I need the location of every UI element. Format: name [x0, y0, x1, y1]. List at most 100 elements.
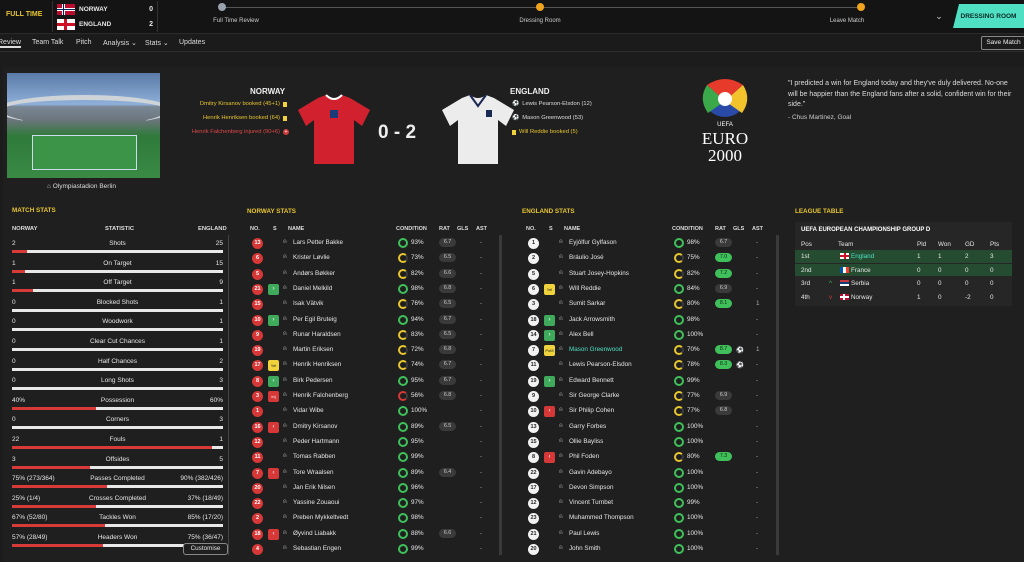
player-row[interactable]: 19 › ⍝ Edward Bennett 99% - — [528, 375, 773, 390]
league-table-row[interactable]: 2nd 0 0 0 0 France — [795, 263, 1012, 276]
player-name[interactable]: Mason Greenwood — [569, 346, 623, 354]
player-name[interactable]: Alex Bell — [569, 330, 594, 338]
player-name[interactable]: Jan Erik Nilsen — [293, 483, 335, 491]
player-row[interactable]: 9 ⍝ Sir George Clarke 77% 6.9 - — [528, 390, 773, 405]
player-row[interactable]: 18 ‹ ⍝ Øyvind Liabakk 88% 6.6 - — [252, 528, 497, 543]
player-row[interactable]: 5 ⍝ Stuart Josey-Hopkins 82% 7.2 - — [528, 268, 773, 283]
player-row[interactable]: 20 ⍝ John Smith 100% - — [528, 543, 773, 558]
tab-pitch[interactable]: Pitch — [76, 39, 92, 46]
player-name[interactable]: John Smith — [569, 545, 601, 552]
team-name[interactable]: England — [851, 253, 875, 260]
player-name[interactable]: Per Egil Bruteig — [293, 315, 337, 323]
player-name[interactable]: Bráulio José — [569, 254, 604, 262]
player-row[interactable]: 1 ⍝ Eyjólfur Gylfason 98% 6.7 - — [528, 237, 773, 252]
step-dot-review[interactable] — [218, 3, 226, 11]
player-row[interactable]: 1 ⍝ Vidar Wibe 100% - — [252, 405, 497, 420]
player-name[interactable]: Lewis Pearson-Elsdon — [569, 361, 632, 369]
player-name[interactable]: Birk Pedersen — [293, 376, 333, 384]
england-scrollbar[interactable] — [776, 235, 779, 555]
player-row[interactable]: 23 ⍝ Muhammed Thompson 100% - — [528, 512, 773, 527]
player-name[interactable]: Sir Philip Cohen — [569, 407, 615, 415]
player-name[interactable]: Lars Petter Bakke — [293, 239, 344, 246]
dressing-room-button[interactable]: Dressing Room — [953, 4, 1024, 28]
player-row[interactable]: 22 ⍝ Gavin Adebayo 100% - — [528, 467, 773, 482]
player-row[interactable]: 12 ⍝ Vincent Turnbet 99% - — [528, 497, 773, 512]
player-row[interactable]: 15 ⍝ Ollie Bayliss 100% - — [528, 436, 773, 451]
player-row[interactable]: 5 ⍝ Andørs Bøkker 82% 6.6 - — [252, 268, 497, 283]
player-row[interactable]: 10 ‹ ⍝ Sir Philip Cohen 77% 6.8 - — [528, 405, 773, 420]
player-row[interactable]: 22 ⍝ Yassine Zouaoui 97% - — [252, 497, 497, 512]
player-row[interactable]: 14 › ⍝ Alex Bell 100% - — [528, 329, 773, 344]
tab-review[interactable]: Review — [0, 39, 21, 48]
player-name[interactable]: Devon Simpson — [569, 483, 614, 491]
player-row[interactable]: 12 ⍝ Peder Hartmann 95% - — [252, 436, 497, 451]
norway-scrollbar[interactable] — [499, 235, 502, 555]
player-name[interactable]: Will Reddie — [569, 284, 601, 292]
player-name[interactable]: Edward Bennett — [569, 376, 614, 384]
player-name[interactable]: Stuart Josey-Hopkins — [569, 269, 629, 277]
player-row[interactable]: 7 ‹ ⍝ Tore Wraalsen 89% 6.4 - — [252, 467, 497, 482]
player-name[interactable]: Vincent Turnbet — [569, 499, 613, 507]
save-match-button[interactable]: Save Match — [981, 36, 1024, 50]
customise-button[interactable]: Customise — [183, 543, 228, 555]
player-row[interactable]: 4 ⍝ Sebastian Engen 99% - — [252, 543, 497, 558]
player-name[interactable]: Henrik Henriksen — [293, 361, 342, 369]
tab-analysis[interactable]: Analysis ⌄ — [103, 40, 137, 47]
player-name[interactable]: Dmitry Kirsanov — [293, 422, 338, 430]
player-name[interactable]: Ollie Bayliss — [569, 437, 604, 445]
player-row[interactable]: 8 › ⍝ Birk Pedersen 95% 6.7 - — [252, 375, 497, 390]
player-name[interactable]: Andørs Bøkker — [293, 269, 335, 277]
tab-stats[interactable]: Stats ⌄ — [145, 40, 169, 47]
player-row[interactable]: 21 ⍝ Paul Lewis 100% - — [528, 528, 773, 543]
player-row[interactable]: 21 › ⍝ Daniel Melkild 98% 6.8 - — [252, 283, 497, 298]
player-row[interactable]: 3 ⍝ Sumit Sarkar 80% 8.1 1 — [528, 298, 773, 313]
player-row[interactable]: 11 ⍝ Tomas Rabben 99% - — [252, 451, 497, 466]
tab-team-talk[interactable]: Team Talk — [32, 39, 64, 46]
player-name[interactable]: Eyjólfur Gylfason — [569, 239, 617, 246]
player-row[interactable]: 9 ⍝ Runar Haraldsen 83% 6.5 - — [252, 329, 497, 344]
player-name[interactable]: Phil Foden — [569, 453, 600, 461]
player-row[interactable]: 11 ⍝ Lewis Pearson-Elsdon 78% 8.3 ⚽ - — [528, 359, 773, 374]
player-name[interactable]: Sir George Clarke — [569, 392, 620, 399]
player-name[interactable]: Vidar Wibe — [293, 407, 324, 415]
player-row[interactable]: 6 ⍝ Krister Løvlie 73% 6.5 - — [252, 252, 497, 267]
player-name[interactable]: Garry Forbes — [569, 422, 607, 430]
player-row[interactable]: 3 Inj ⍝ Henrik Falchenberg 56% 6.8 - — [252, 390, 497, 405]
player-row[interactable]: 2 ⍝ Preben Mykkeltvedt 98% - — [252, 512, 497, 527]
team-name[interactable]: France — [851, 266, 871, 274]
player-name[interactable]: Daniel Melkild — [293, 284, 333, 292]
player-row[interactable]: 7 PoM ⍝ Mason Greenwood 70% 8.7 ⚽ 1 — [528, 344, 773, 359]
step-dot-dressing[interactable] — [536, 3, 544, 11]
player-row[interactable]: 17 Yel ⍝ Henrik Henriksen 74% 6.7 - — [252, 359, 497, 374]
league-table-row[interactable]: 3rd 0 0 0 0 ^ Serbia — [795, 277, 1012, 290]
player-row[interactable]: 13 ⍝ Garry Forbes 100% - — [528, 421, 773, 436]
league-table-row[interactable]: 1st 1 1 2 3 England — [795, 250, 1012, 263]
player-name[interactable]: Øyvind Liabakk — [293, 529, 337, 537]
player-row[interactable]: 10 › ⍝ Per Egil Bruteig 94% 6.7 - — [252, 314, 497, 329]
player-name[interactable]: Martin Eriksen — [293, 346, 334, 354]
step-dot-leave[interactable] — [857, 3, 865, 11]
player-name[interactable]: Sumit Sarkar — [569, 300, 606, 308]
player-row[interactable]: 6 Yel ⍝ Will Reddie 84% 6.9 - — [528, 283, 773, 298]
player-row[interactable]: 20 ⍝ Jan Erik Nilsen 96% - — [252, 482, 497, 497]
player-name[interactable]: Peder Hartmann — [293, 437, 340, 445]
player-row[interactable]: 8 ‹ ⍝ Phil Foden 80% 7.3 - — [528, 451, 773, 466]
player-name[interactable]: Krister Løvlie — [293, 254, 330, 262]
player-row[interactable]: 15 ⍝ Isak Vätvik 76% 6.5 - — [252, 298, 497, 313]
player-row[interactable]: 17 ⍝ Devon Simpson 100% - — [528, 482, 773, 497]
player-name[interactable]: Yassine Zouaoui — [293, 499, 340, 507]
chevron-down-icon[interactable]: ⌄ — [935, 11, 943, 21]
player-name[interactable]: Isak Vätvik — [293, 300, 324, 308]
player-name[interactable]: Tomas Rabben — [293, 453, 336, 461]
player-name[interactable]: Henrik Falchenberg — [293, 392, 348, 399]
player-name[interactable]: Paul Lewis — [569, 529, 600, 537]
player-name[interactable]: Tore Wraalsen — [293, 468, 334, 476]
player-row[interactable]: 19 ⍝ Martin Eriksen 72% 6.8 - — [252, 344, 497, 359]
player-name[interactable]: Muhammed Thompson — [569, 514, 634, 522]
team-name[interactable]: Norway — [851, 293, 873, 301]
player-row[interactable]: 2 ⍝ Bráulio José 75% 7.0 - — [528, 252, 773, 267]
player-row[interactable]: 13 ⍝ Lars Petter Bakke 93% 6.7 - — [252, 237, 497, 252]
player-name[interactable]: Gavin Adebayo — [569, 468, 612, 476]
player-name[interactable]: Jack Arrowsmith — [569, 315, 615, 323]
team-name[interactable]: Serbia — [851, 280, 870, 287]
